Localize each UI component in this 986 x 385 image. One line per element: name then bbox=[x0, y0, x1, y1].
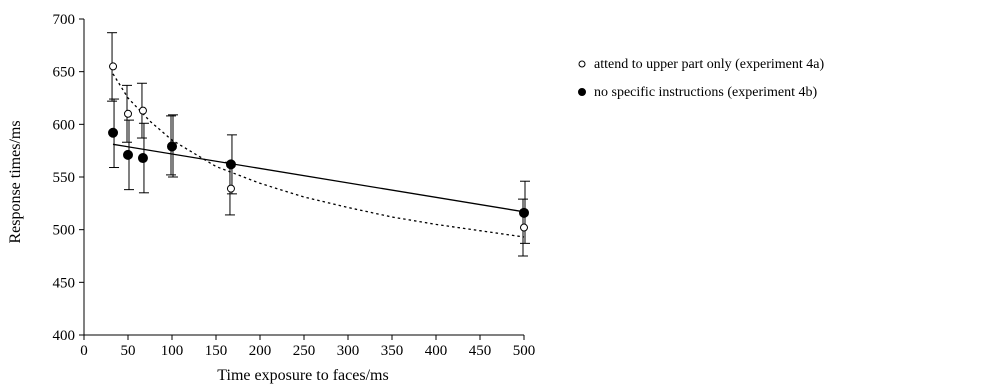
filled-circle-point bbox=[108, 127, 119, 138]
y-tick-label: 500 bbox=[53, 223, 76, 239]
axes: 400 450 500 550 600 650 700 0 50 100 150 200 250 300 3… bbox=[53, 12, 536, 359]
legend-entry: attend to upper part only (experiment 4a… bbox=[594, 57, 824, 72]
open-circle-point bbox=[138, 106, 147, 115]
x-tick-label: 250 bbox=[293, 343, 316, 359]
y-tick-label: 650 bbox=[53, 65, 76, 81]
x-tick-label: 200 bbox=[249, 343, 272, 359]
trendline-dotted bbox=[112, 73, 525, 238]
x-tick-label: 350 bbox=[381, 343, 404, 359]
x-tick-label: 50 bbox=[121, 343, 136, 359]
filled-circle-point bbox=[225, 159, 236, 170]
x-tick-label: 150 bbox=[205, 343, 228, 359]
legend-open-circle-icon bbox=[578, 60, 586, 68]
x-tick-label: 500 bbox=[513, 343, 536, 359]
x-tick-label: 0 bbox=[80, 343, 88, 359]
x-tick-label: 400 bbox=[425, 343, 448, 359]
legend-filled-circle-icon bbox=[578, 88, 586, 96]
open-circle-point bbox=[226, 184, 235, 193]
trendlines bbox=[112, 73, 525, 238]
y-tick-label: 700 bbox=[53, 12, 76, 28]
x-tick-label: 450 bbox=[469, 343, 492, 359]
filled-circle-point bbox=[137, 153, 148, 164]
y-tick-label: 400 bbox=[53, 328, 76, 344]
x-axis-label: Time exposure to faces/ms bbox=[217, 367, 388, 384]
y-axis-label: Response times/ms bbox=[7, 120, 24, 243]
filled-circle-point bbox=[167, 141, 177, 152]
filled-circle-point bbox=[123, 149, 133, 160]
filled-circle-point bbox=[519, 207, 529, 218]
legend-entry: no specific instructions (experiment 4b) bbox=[594, 85, 817, 100]
y-tick-label: 550 bbox=[53, 170, 76, 186]
y-tick-label: 600 bbox=[53, 117, 76, 133]
open-circle-point bbox=[109, 62, 118, 71]
trendline-solid bbox=[112, 143, 525, 213]
x-tick-label: 100 bbox=[161, 343, 184, 359]
y-tick-label: 450 bbox=[53, 275, 76, 291]
open-circle-point bbox=[520, 223, 528, 232]
open-circle-point bbox=[124, 109, 132, 118]
legend: attend to upper part only (experiment 4a… bbox=[578, 57, 824, 100]
x-tick-label: 300 bbox=[337, 343, 360, 359]
data-markers bbox=[108, 62, 529, 232]
